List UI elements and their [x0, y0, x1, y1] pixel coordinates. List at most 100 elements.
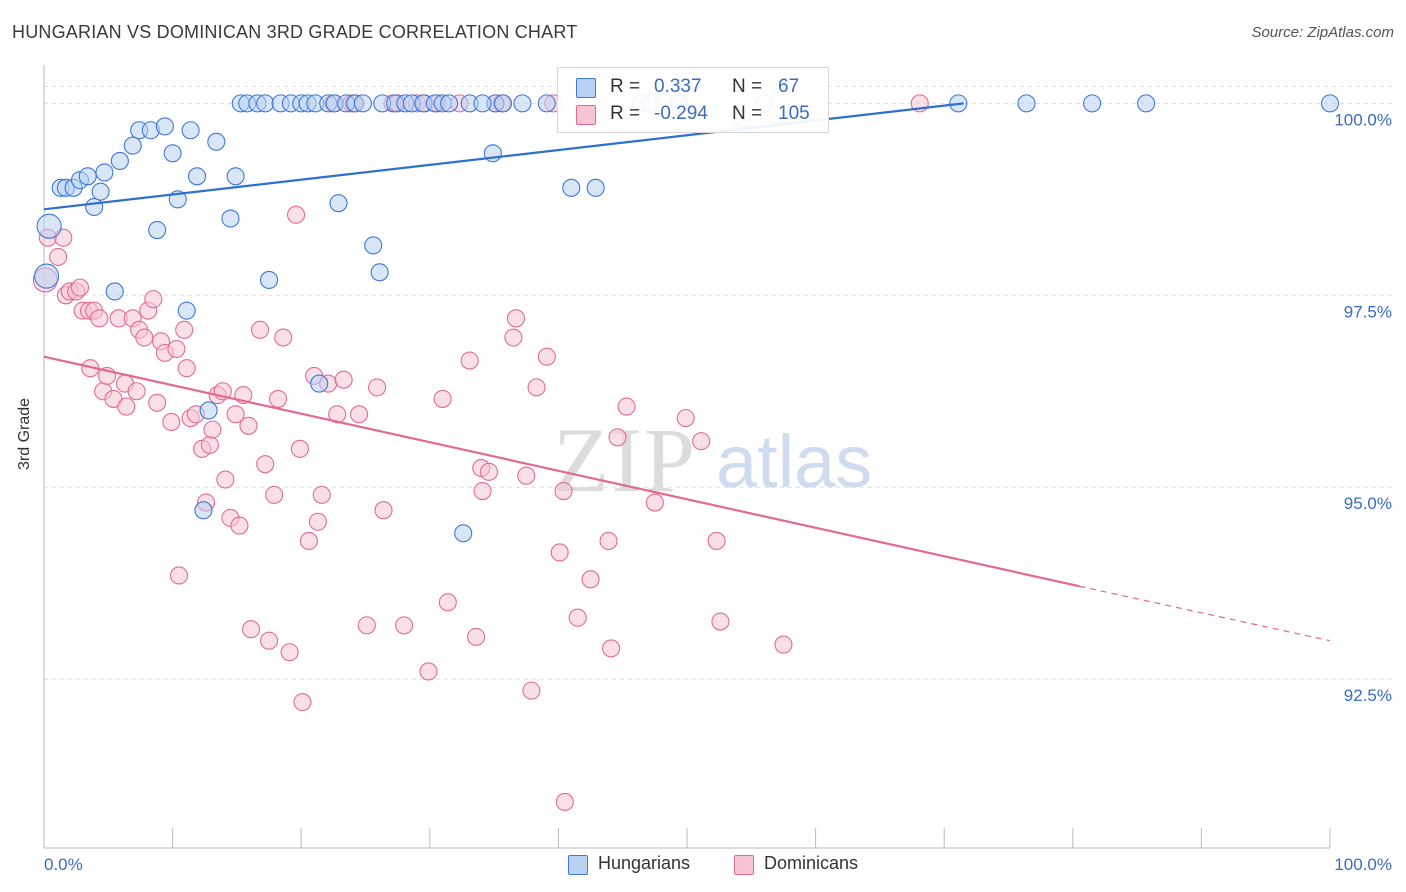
hungarian-point	[181, 121, 200, 140]
dominican-point	[226, 405, 245, 424]
dominican-point	[299, 531, 318, 550]
hungarian-point	[586, 178, 605, 197]
hungarian-point	[1320, 94, 1340, 113]
dominican-point	[419, 662, 438, 681]
hungarian-point	[1137, 94, 1156, 113]
dominican-point	[49, 247, 68, 266]
dominican-point	[144, 290, 163, 309]
dominican-point	[602, 639, 621, 658]
hungarian-point	[537, 94, 556, 113]
dominican-point	[707, 531, 726, 550]
dominican-point	[522, 681, 541, 700]
dominican-point	[568, 608, 587, 627]
dominican-point	[599, 531, 618, 550]
hungarian-point	[329, 194, 348, 213]
legend-label-hungarians: Hungarians	[598, 853, 691, 873]
dominican-point	[334, 370, 353, 389]
dominican-point	[250, 320, 270, 339]
watermark: ZIP atlas	[553, 409, 872, 511]
dominican-point	[216, 470, 235, 489]
hungarian-point	[177, 301, 196, 320]
hungarian-point	[34, 263, 60, 289]
dominican-point	[175, 320, 194, 339]
hungarian-point	[221, 209, 240, 228]
grid-lines	[44, 85, 1392, 680]
dominican-point	[506, 309, 526, 328]
hungarian-point	[148, 220, 167, 240]
r-label: R =	[610, 76, 641, 97]
hungarian-point	[562, 178, 581, 197]
dominican-point	[350, 405, 369, 424]
source-credit: Source: ZipAtlas.com	[1251, 24, 1394, 41]
tick-labels: 100.0% 97.5% 95.0% 92.5% 0.0% 100.0%	[44, 110, 1392, 874]
dominican-point	[608, 428, 627, 447]
dominican-point	[280, 643, 299, 662]
dominican-point	[70, 278, 90, 297]
hungarian-point	[440, 94, 459, 113]
hungarian-point	[454, 524, 473, 543]
legend-swatch-hungarians	[568, 855, 588, 875]
hungarian-point	[163, 144, 182, 163]
hungarian-point	[194, 501, 213, 520]
dominican-point	[527, 378, 546, 397]
dominican-point	[368, 378, 387, 397]
dominican-point	[239, 416, 258, 435]
hungarian-point	[226, 167, 245, 186]
hungarian-point	[353, 94, 372, 113]
dominican-point	[554, 481, 573, 501]
y-tick-label: 92.5%	[1344, 686, 1392, 705]
dominican-point	[312, 485, 331, 504]
dominican-point	[581, 570, 600, 589]
dominican-point	[473, 481, 492, 501]
dominican-point	[203, 420, 222, 439]
watermark-zip: ZIP	[553, 409, 697, 511]
hungarian-point	[473, 94, 492, 113]
y-tick-label: 97.5%	[1344, 302, 1392, 321]
dominican-point	[517, 466, 536, 485]
dominican-point	[269, 389, 288, 408]
n-label: N =	[732, 103, 763, 124]
hungarian-point	[1083, 94, 1102, 113]
dominican-point	[645, 493, 664, 512]
hungarians-points	[34, 94, 1340, 543]
dominican-point	[287, 205, 306, 224]
dominican-point	[438, 593, 457, 612]
dominican-point	[293, 693, 312, 712]
dominican-point	[774, 635, 793, 654]
dominican-point	[395, 616, 414, 635]
n-label: N =	[732, 76, 763, 97]
dominican-point	[167, 339, 186, 359]
y-axis-label: 3rd Grade	[16, 397, 33, 470]
dominican-point	[241, 620, 261, 639]
watermark-atlas: atlas	[716, 420, 872, 503]
dominican-point	[135, 328, 154, 347]
legend-swatch-dominicans	[734, 855, 754, 875]
legend-label-dominicans: Dominicans	[764, 853, 859, 873]
legend-swatch-dominicans	[576, 105, 596, 125]
legend-swatch-hungarians	[576, 78, 596, 98]
hungarian-point	[207, 132, 226, 151]
dominican-point	[265, 485, 284, 504]
axes	[43, 65, 1331, 849]
dominican-point	[90, 309, 109, 328]
dominican-point	[177, 359, 196, 378]
dominican-point	[433, 389, 452, 408]
dominican-point	[127, 382, 146, 401]
dominican-point	[259, 631, 279, 650]
dominicans-trend-extension	[1079, 585, 1331, 642]
hungarian-point	[95, 163, 114, 182]
dominican-point	[148, 393, 167, 412]
dominican-point	[290, 439, 309, 458]
dominican-point	[117, 397, 136, 416]
correlation-legend: R = 0.337 N = 67 R = -0.294 N = 105	[557, 67, 829, 133]
dominican-point	[274, 328, 293, 347]
r-value: 0.337	[654, 76, 702, 97]
hungarian-point	[85, 197, 104, 217]
dominican-point	[676, 409, 695, 428]
dominican-point	[555, 792, 574, 811]
dominican-point	[479, 462, 499, 481]
r-label: R =	[610, 103, 641, 124]
x-tick-label-max: 100.0%	[1334, 855, 1392, 874]
dominican-point	[537, 347, 556, 366]
